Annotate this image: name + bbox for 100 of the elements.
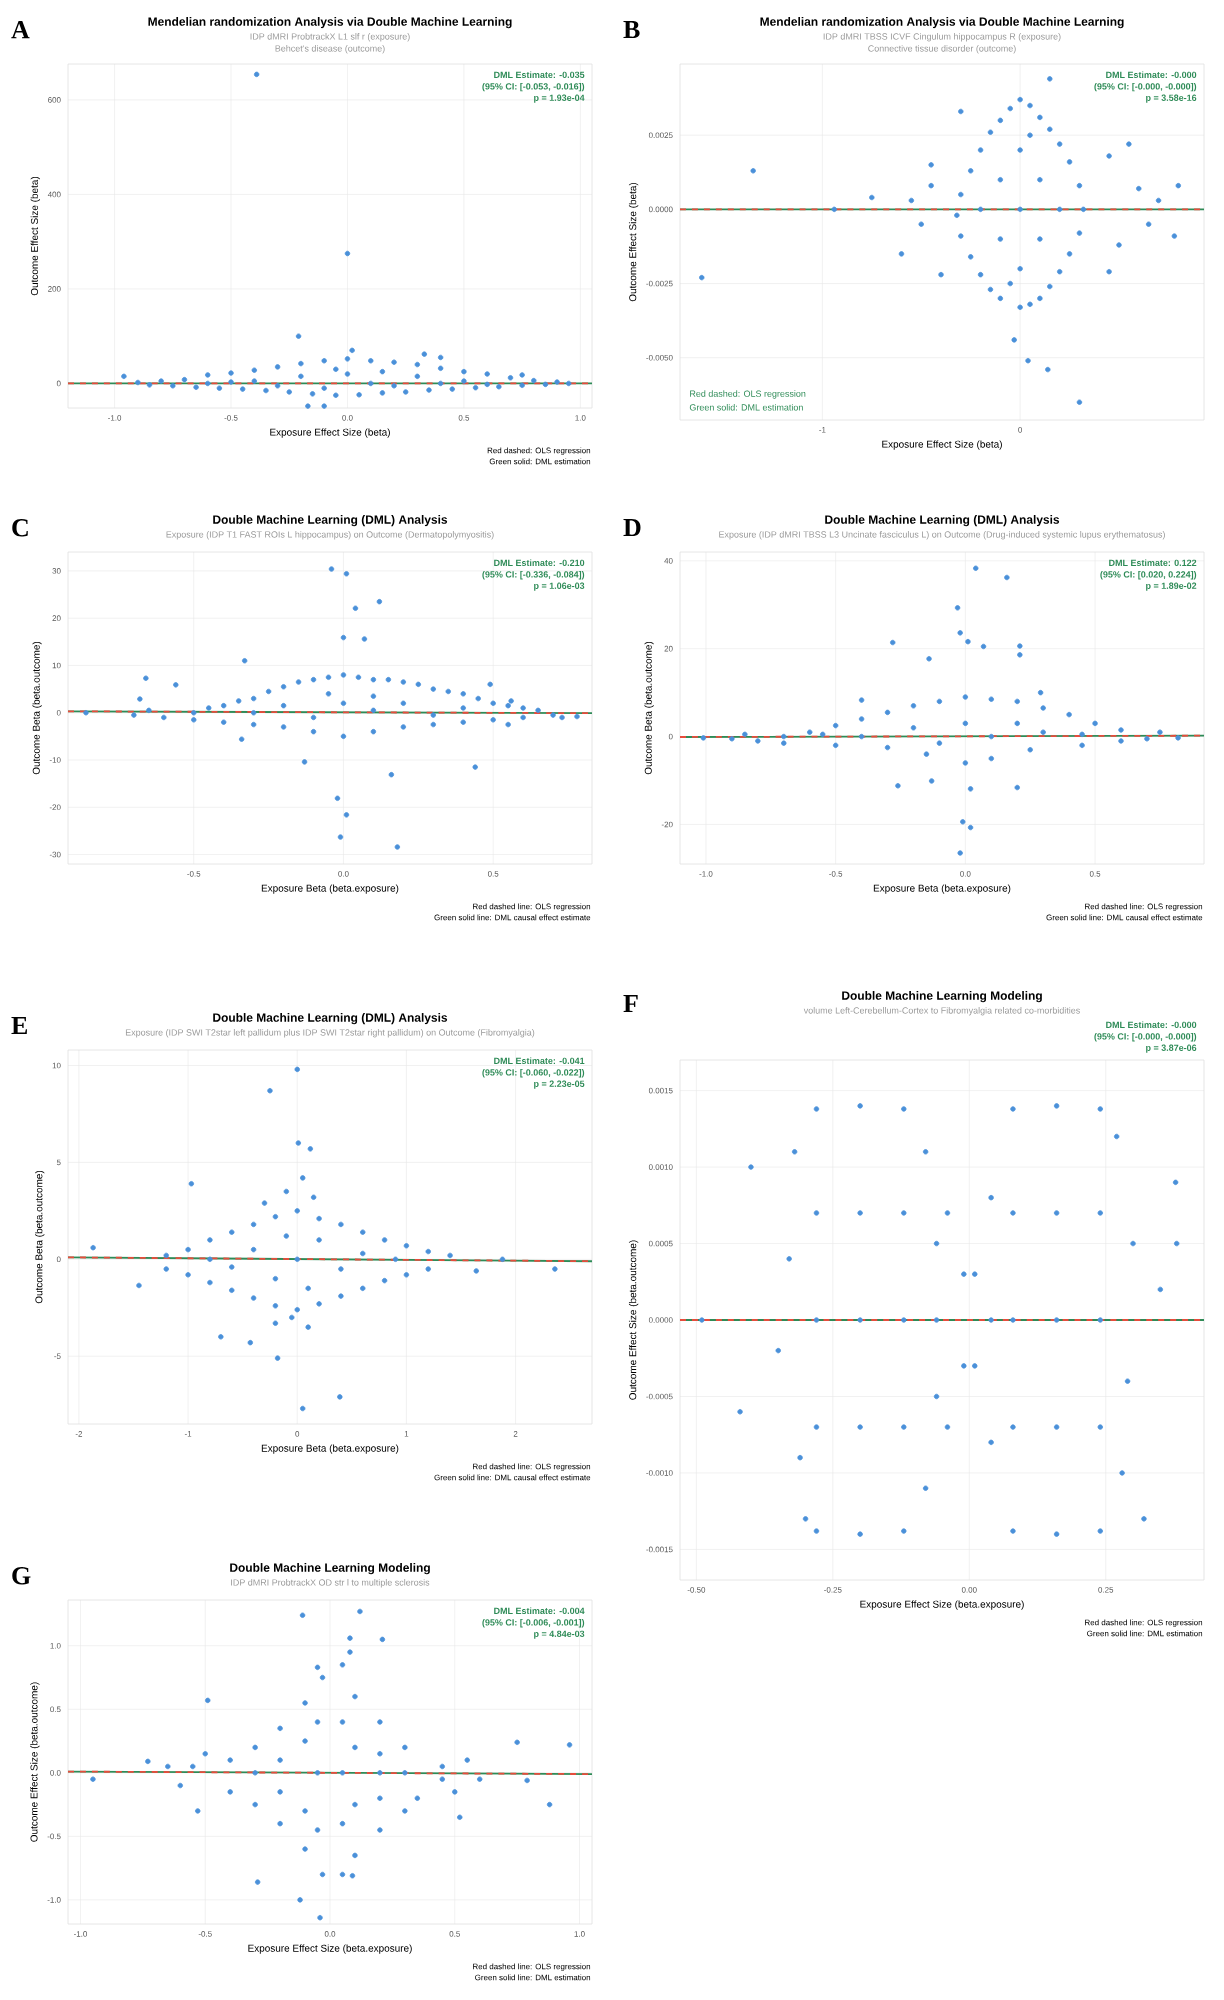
point <box>857 1103 863 1109</box>
point <box>1066 711 1072 718</box>
point <box>316 1237 322 1243</box>
point <box>857 1317 863 1323</box>
point <box>338 1266 344 1272</box>
point <box>807 729 813 735</box>
point <box>305 1324 311 1330</box>
point <box>890 639 896 646</box>
point <box>272 1303 279 1309</box>
point <box>1118 738 1124 744</box>
point <box>781 740 787 746</box>
text: B <box>623 21 640 39</box>
point <box>1053 1317 1060 1323</box>
point <box>1113 1133 1120 1140</box>
point <box>1092 720 1098 727</box>
point <box>272 1320 279 1326</box>
point <box>207 1237 213 1243</box>
point <box>928 778 935 784</box>
point <box>425 1248 431 1255</box>
point <box>901 1317 907 1323</box>
point <box>185 1246 191 1253</box>
point <box>988 733 994 740</box>
point <box>185 1272 191 1278</box>
point <box>957 850 963 856</box>
point <box>338 1221 344 1228</box>
point <box>1124 1378 1131 1384</box>
text: C <box>12 519 28 537</box>
point <box>988 1194 994 1201</box>
text: D <box>623 519 641 537</box>
point <box>1079 731 1085 738</box>
point <box>310 1194 317 1200</box>
point <box>967 786 974 792</box>
point <box>1119 1470 1125 1476</box>
point <box>1157 1286 1164 1293</box>
point <box>267 1088 273 1094</box>
point <box>381 1277 388 1284</box>
point <box>229 1287 235 1293</box>
point <box>447 1252 453 1259</box>
point <box>1014 698 1020 705</box>
point <box>1040 729 1046 735</box>
point <box>305 1285 311 1292</box>
point <box>1130 1240 1136 1247</box>
point <box>207 1256 213 1262</box>
point <box>381 1237 388 1243</box>
point <box>737 1409 743 1415</box>
point <box>936 740 943 746</box>
point <box>901 1528 907 1534</box>
text: A <box>11 21 30 39</box>
point <box>781 733 787 740</box>
point <box>1175 735 1181 741</box>
point <box>961 1363 967 1369</box>
point <box>1172 1179 1179 1186</box>
point <box>729 736 735 742</box>
point <box>294 1256 300 1262</box>
point <box>965 638 971 645</box>
point <box>300 1175 306 1181</box>
point <box>819 731 826 738</box>
point <box>775 1347 781 1354</box>
point <box>895 783 901 789</box>
point <box>901 1210 907 1216</box>
point <box>813 1317 820 1323</box>
point <box>283 1233 290 1239</box>
point <box>922 1149 929 1155</box>
point <box>360 1285 366 1292</box>
point <box>858 716 865 722</box>
point <box>425 1266 431 1272</box>
point <box>813 1106 820 1112</box>
point <box>901 1106 907 1112</box>
point <box>1004 574 1010 581</box>
point <box>1053 1424 1060 1430</box>
point <box>338 1293 344 1299</box>
point <box>1097 1317 1103 1323</box>
point <box>857 1531 863 1537</box>
point <box>1017 652 1023 658</box>
point <box>294 1307 300 1313</box>
point <box>797 1454 803 1461</box>
point <box>832 722 839 729</box>
point <box>1141 1516 1147 1522</box>
point <box>980 643 987 650</box>
point <box>988 755 994 762</box>
point <box>858 697 865 703</box>
point <box>962 760 969 766</box>
point <box>316 1215 322 1222</box>
point <box>307 1146 314 1152</box>
point <box>360 1250 366 1257</box>
point <box>933 1240 940 1247</box>
point <box>1014 784 1020 791</box>
point <box>813 1424 820 1430</box>
point <box>1118 727 1124 733</box>
point <box>944 1424 951 1430</box>
point <box>274 1355 281 1361</box>
point <box>250 1221 257 1228</box>
text: G <box>12 1567 31 1585</box>
point <box>755 738 761 744</box>
point <box>1174 1240 1180 1247</box>
point <box>1053 1103 1060 1109</box>
point <box>1097 1528 1103 1534</box>
point <box>392 1256 399 1262</box>
point <box>813 1528 820 1534</box>
point <box>832 742 839 749</box>
